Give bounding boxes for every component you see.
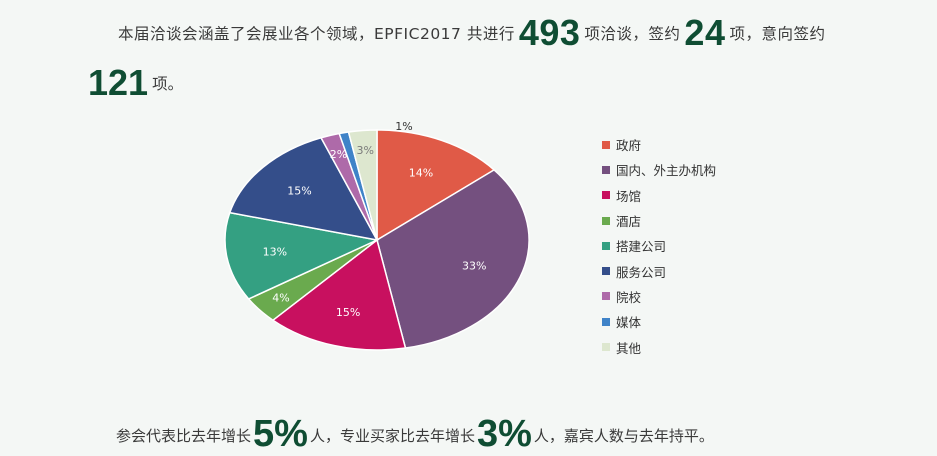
pie-label-1: 33% — [462, 259, 486, 272]
legend-label: 国内、外主办机构 — [616, 163, 717, 179]
intro-line-1: 本届洽谈会涵盖了会展业各个领域，EPFIC2017 共进行 493 项洽谈，签约 24… — [118, 12, 825, 54]
legend-label: 政府 — [616, 138, 642, 154]
legend-label: 场馆 — [616, 188, 642, 204]
bottom-text-a: 参会代表比去年增长 — [116, 427, 252, 445]
pie-label-0: 14% — [409, 166, 433, 179]
legend-label: 搭建公司 — [616, 239, 667, 255]
pie-slice-8 — [347, 129, 378, 241]
legend-item-7: 媒体 — [602, 309, 716, 334]
bottom-text-b: 人，专业买家比去年增长 — [309, 427, 475, 445]
intro-text-b: 项洽谈，签约 — [584, 25, 681, 43]
legend-swatch — [602, 216, 610, 225]
pie-chart: 14% 33% 15% 4% 13% 15% 2% 1% 3% — [224, 120, 530, 351]
intro-text-a: 本届洽谈会涵盖了会展业各个领域，EPFIC2017 共进行 — [118, 25, 515, 43]
pie-slice-2 — [271, 238, 407, 351]
pie-slice-0 — [376, 129, 496, 242]
pie-label-4: 13% — [263, 246, 287, 259]
buyer-growth: 3% — [476, 413, 532, 455]
legend-label: 院校 — [616, 289, 642, 305]
intro-text-c: 项，意向签约 — [729, 25, 826, 43]
pie-label-3: 4% — [272, 291, 289, 304]
legend-swatch — [602, 317, 610, 326]
bottom-text-c: 人，嘉宾人数与去年持平。 — [533, 427, 714, 445]
legend-swatch — [602, 165, 610, 174]
bottom-summary: 参会代表比去年增长5% 人，专业买家比去年增长3% 人，嘉宾人数与去年持平。 — [116, 413, 714, 456]
legend-swatch — [602, 292, 610, 301]
chart-legend: 政府国内、外主办机构 场馆酒店搭建公司服务公司院校媒体其他 — [602, 132, 716, 360]
pie-label-5: 15% — [287, 185, 311, 198]
legend-swatch — [602, 140, 610, 149]
pie-label-7: 1% — [395, 120, 412, 133]
legend-label: 酒店 — [616, 214, 642, 230]
delegate-growth: 5% — [253, 413, 308, 455]
legend-swatch — [602, 267, 610, 276]
signed-count: 24 — [684, 12, 726, 53]
legend-swatch — [602, 191, 610, 200]
legend-label: 服务公司 — [616, 264, 667, 280]
legend-item-2: 场馆 — [602, 183, 716, 208]
pie-slice-5 — [228, 136, 379, 242]
pie-label-6: 2% — [330, 148, 347, 161]
negotiation-count: 493 — [518, 12, 581, 53]
intent-count: 121 — [88, 62, 149, 103]
legend-item-8: 其他 — [602, 334, 716, 359]
legend-item-3: 酒店 — [602, 208, 716, 233]
legend-label: 其他 — [616, 340, 642, 356]
legend-item-0: 政府 — [602, 132, 716, 157]
pie-label-2: 15% — [336, 306, 360, 319]
legend-swatch — [602, 241, 610, 250]
intro-text-d: 项。 — [152, 75, 184, 93]
legend-label: 媒体 — [616, 315, 642, 331]
intro-line-2: 121 项。 — [88, 62, 183, 104]
pie-label-8: 3% — [357, 144, 374, 157]
legend-item-6: 院校 — [602, 284, 716, 309]
legend-swatch — [602, 343, 610, 352]
legend-item-1: 国内、外主办机构 — [602, 157, 716, 182]
pie-slice-4 — [224, 211, 380, 300]
pie-slice-1 — [376, 168, 530, 349]
legend-item-4: 搭建公司 — [602, 233, 716, 258]
legend-item-5: 服务公司 — [602, 258, 716, 283]
